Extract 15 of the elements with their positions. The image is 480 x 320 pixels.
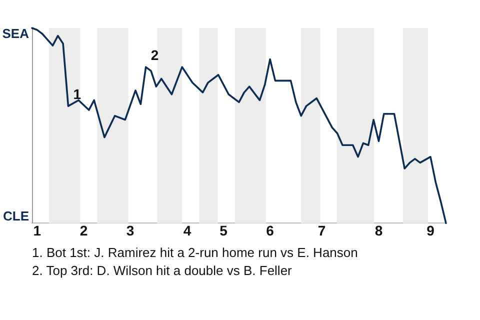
x-tick-label: 7	[318, 222, 326, 238]
x-tick-label: 2	[80, 222, 88, 238]
x-tick-label: 6	[266, 222, 274, 238]
x-tick-label: 8	[374, 222, 383, 238]
x-tick-label: 5	[220, 222, 228, 238]
text: 1. Bot 1st: J. Ramirez hit a 2-run home run vs E. Hanson	[32, 244, 358, 262]
annotation: 1	[73, 86, 82, 102]
text: 2. Top 3rd: D. Wilson hit a double vs B. Feller	[32, 262, 293, 280]
annotation: 2	[150, 46, 159, 63]
x-tick-label: 1	[33, 222, 42, 238]
text: SEA	[2, 26, 30, 42]
text: CLE	[3, 208, 30, 224]
x-tick-label: 4	[183, 222, 192, 238]
x-tick-label: 3	[126, 222, 134, 238]
x-tick-label: 9	[426, 222, 435, 238]
